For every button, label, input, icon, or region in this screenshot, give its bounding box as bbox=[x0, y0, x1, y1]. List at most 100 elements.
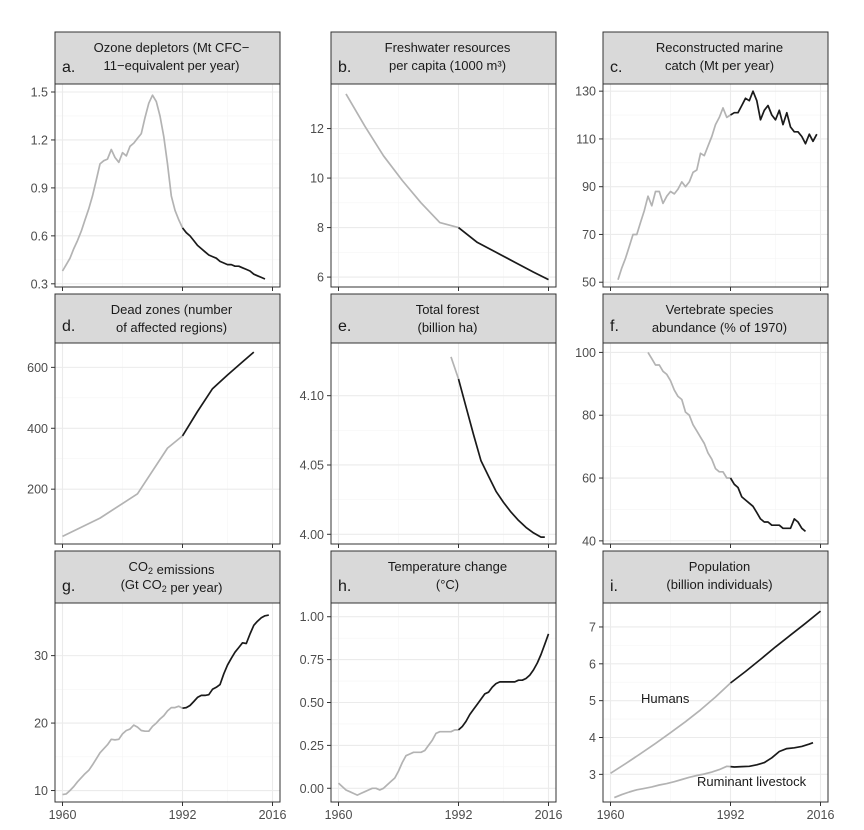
series-line-before-1992 bbox=[61, 94, 184, 272]
x-tick-label: 1992 bbox=[717, 808, 745, 822]
panel-title-line: (billion ha) bbox=[418, 320, 478, 335]
series-line-before-1992 bbox=[647, 351, 731, 479]
plot-area bbox=[54, 602, 281, 803]
panel-title-line: Vertebrate species bbox=[666, 302, 774, 317]
series-annotation: Humans bbox=[641, 691, 690, 706]
y-tick-label: 90 bbox=[582, 180, 596, 194]
y-tick-label: 60 bbox=[582, 472, 596, 486]
panel-letter: g. bbox=[62, 578, 75, 595]
gridlines bbox=[55, 343, 280, 544]
y-tick-label: 0.25 bbox=[300, 739, 324, 753]
y-tick-label: 50 bbox=[582, 276, 596, 290]
y-tick-label: 110 bbox=[576, 132, 596, 146]
panel-letter: f. bbox=[610, 318, 619, 335]
panel-d: d. Dead zones (number of affected regions)… bbox=[27, 293, 281, 548]
series-line-before-1992 bbox=[613, 765, 731, 799]
y-tick-label: 10 bbox=[34, 784, 48, 798]
y-tick-label: 0.3 bbox=[31, 277, 48, 291]
panel-e: e. Total forest (billion ha) 4.00 4.05 4.10 bbox=[300, 293, 557, 548]
panel-g: g. CO2 emissions(Gt CO2 per year) 10 20 30 19… bbox=[34, 550, 286, 822]
panel-title-line: (°C) bbox=[436, 577, 459, 592]
panel-title-line: per capita (1000 m³) bbox=[389, 58, 506, 73]
series-line-before-1992 bbox=[617, 107, 731, 281]
y-tick-label: 0.9 bbox=[31, 181, 48, 195]
y-tick-label: 0.6 bbox=[31, 229, 48, 243]
y-tick-label: 0.75 bbox=[300, 653, 324, 667]
panel-c: c. Reconstructed marine catch (Mt per year… bbox=[575, 31, 829, 291]
panel-title-line: Temperature change bbox=[388, 559, 507, 574]
panel-title-line: Population bbox=[689, 559, 750, 574]
gridlines bbox=[55, 84, 280, 287]
series-line-before-1992 bbox=[337, 729, 459, 796]
panel-strip bbox=[602, 31, 829, 85]
panel-i: i. Population (billion individuals) 3 4 5 6 7 19… bbox=[589, 550, 835, 822]
series-line-before-1992 bbox=[62, 705, 183, 796]
series-line-before-1992 bbox=[345, 93, 459, 229]
panel-letter: i. bbox=[610, 578, 618, 595]
panel-title-line: abundance (% of 1970) bbox=[652, 320, 787, 335]
plot-area bbox=[330, 83, 557, 288]
gridlines bbox=[603, 84, 828, 287]
series-line-after-1992 bbox=[182, 614, 269, 710]
series-line-after-1992 bbox=[730, 741, 814, 768]
panel-letter: e. bbox=[338, 318, 351, 335]
y-tick-label: 1.00 bbox=[300, 610, 324, 624]
panel-title-line: of affected regions) bbox=[116, 320, 227, 335]
panel-title-line: Total forest bbox=[416, 302, 480, 317]
y-tick-label: 4.05 bbox=[300, 458, 324, 472]
panel-strip bbox=[54, 293, 281, 344]
y-tick-label: 130 bbox=[575, 85, 596, 99]
y-tick-label: 4.10 bbox=[300, 389, 324, 403]
series-annotation: Ruminant livestock bbox=[697, 774, 807, 789]
panel-title-line: Freshwater resources bbox=[385, 40, 511, 55]
x-tick-label: 1960 bbox=[49, 808, 77, 822]
panel-letter: h. bbox=[338, 578, 351, 595]
y-tick-label: 5 bbox=[589, 694, 596, 708]
y-tick-label: 20 bbox=[34, 717, 48, 731]
gridlines bbox=[331, 84, 556, 287]
panel-title-line: CO2 emissions bbox=[129, 559, 215, 577]
series-line-after-1992 bbox=[181, 351, 255, 437]
panel-title-line: (billion individuals) bbox=[666, 577, 772, 592]
y-tick-label: 4 bbox=[589, 731, 596, 745]
y-tick-label: 1.2 bbox=[31, 133, 48, 147]
series-line-after-1992 bbox=[181, 227, 266, 280]
series-line-after-1992 bbox=[729, 477, 807, 533]
series-line-after-1992 bbox=[730, 90, 818, 145]
series-line-after-1992 bbox=[457, 633, 550, 731]
y-tick-label: 1.5 bbox=[31, 85, 48, 99]
y-tick-label: 80 bbox=[582, 409, 596, 423]
y-tick-label: 0.50 bbox=[300, 696, 324, 710]
panel-strip bbox=[602, 550, 829, 604]
series-line-before-1992 bbox=[450, 356, 460, 380]
y-tick-label: 7 bbox=[589, 620, 596, 634]
x-tick-label: 1960 bbox=[325, 808, 353, 822]
y-tick-label: 200 bbox=[27, 483, 48, 497]
series-line-before-1992 bbox=[62, 435, 184, 538]
panel-h: h. Temperature change (°C) 0.00 0.25 0.50 0.75… bbox=[300, 550, 562, 822]
panel-letter: b. bbox=[338, 59, 351, 76]
panel-strip bbox=[602, 293, 829, 344]
y-tick-label: 6 bbox=[317, 271, 324, 285]
plot-area bbox=[330, 342, 557, 545]
panel-strip bbox=[54, 550, 281, 604]
panel-letter: d. bbox=[62, 318, 75, 335]
panel-title-line: (Gt CO2 per year) bbox=[121, 577, 223, 595]
gridlines bbox=[55, 603, 280, 802]
plot-area bbox=[54, 342, 281, 545]
series-line-after-1992 bbox=[729, 610, 822, 684]
gridlines bbox=[331, 603, 556, 802]
y-tick-label: 0.00 bbox=[300, 782, 324, 796]
x-tick-label: 1960 bbox=[597, 808, 625, 822]
panel-title-line: Reconstructed marine bbox=[656, 40, 783, 55]
y-tick-label: 30 bbox=[34, 649, 48, 663]
x-tick-label: 2016 bbox=[807, 808, 835, 822]
series-line-after-1992 bbox=[457, 378, 545, 538]
panel-strip bbox=[330, 293, 557, 344]
plot-area bbox=[602, 83, 829, 288]
series-line-after-1992 bbox=[457, 226, 549, 281]
panel-strip bbox=[54, 31, 281, 85]
y-tick-label: 4.00 bbox=[300, 528, 324, 542]
series-line-before-1992 bbox=[610, 682, 732, 775]
